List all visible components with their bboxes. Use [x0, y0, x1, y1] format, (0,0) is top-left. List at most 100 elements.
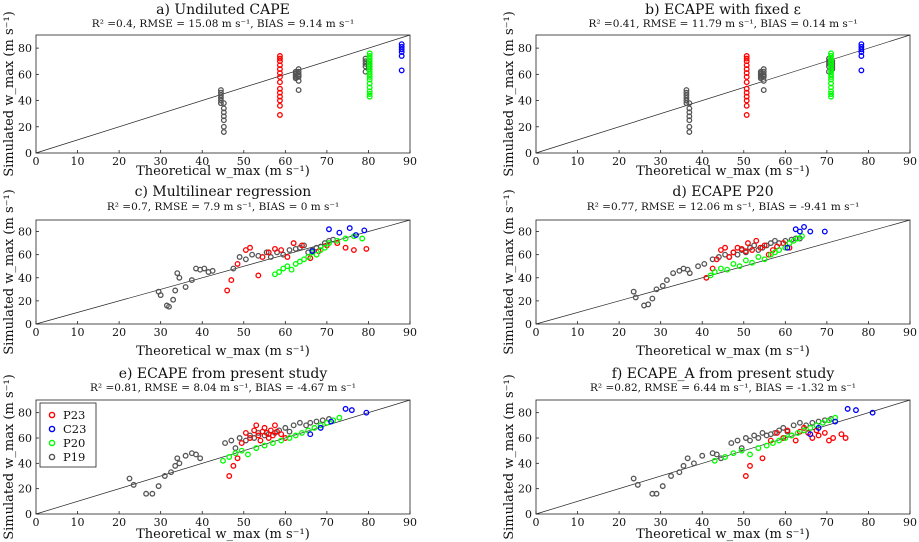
panel-d-point-p19	[659, 282, 666, 289]
panel-c-point-p19	[172, 287, 179, 294]
panel-a-ytick-label: 80	[18, 42, 32, 55]
panel-b-stats: R² =0.41, RMSE = 11.79 m s⁻¹, BIAS = 0.1…	[588, 18, 857, 30]
panel-d-point-c23	[792, 226, 799, 233]
panel-d-point-p20	[742, 257, 749, 264]
panel-f: f) ECAPE_A from present study R² =0.82, …	[502, 366, 917, 542]
panel-d-ylabel: Simulated w_max (m s⁻¹)	[502, 189, 517, 355]
panel-d-point-p23	[753, 237, 760, 244]
panel-c-ylabel: Simulated w_max (m s⁻¹)	[2, 189, 17, 355]
panel-c-point-p20	[342, 235, 349, 242]
panel-f-point-p19	[759, 429, 766, 436]
panel-e-point-p19	[319, 417, 326, 424]
panel-f-xlabel: Theoretical w_max (m s⁻¹)	[636, 527, 810, 542]
panel-d-plot-area: 0 10 20 30 40 50 60 70 80 90 0 20 40 60 80	[518, 219, 917, 339]
panel-f-point-p19	[676, 469, 683, 476]
panel-c-point-p20	[334, 237, 341, 244]
panel-f-point-p19	[690, 460, 697, 467]
panel-b-point-p23	[743, 70, 750, 76]
panel-c-point-p19	[201, 265, 208, 272]
panel-f-stats: R² =0.82, RMSE = 6.44 m s⁻¹, BIAS = -1.3…	[590, 382, 856, 394]
panel-b-point-p19	[760, 87, 767, 94]
panel-c-point-p20	[305, 254, 312, 260]
panel-d-point-p20	[794, 235, 801, 242]
panel-c-point-p23	[247, 244, 253, 251]
panel-e-point-p19	[155, 483, 162, 490]
panel-e-frame	[35, 399, 411, 515]
panel-f-point-p19	[659, 483, 666, 490]
panel-a-xtick-label: 80	[361, 155, 375, 168]
panel-c-point-p19	[188, 277, 195, 284]
panel-e-point-p20	[244, 451, 251, 458]
panel-d-xtick-label: 90	[903, 326, 917, 339]
panel-e-xtick-label: 50	[237, 516, 251, 529]
panel-d-point-p20	[755, 254, 762, 260]
panel-b-point-p23	[743, 58, 750, 65]
panel-b-ytick-label: 0	[525, 147, 532, 160]
panel-f-point-p20	[722, 454, 729, 460]
panel-c-point-p19	[286, 247, 293, 253]
panel-a-stats: R² =0.4, RMSE = 15.08 m s⁻¹, BIAS = 9.14…	[92, 18, 354, 30]
panel-a-point-p23	[276, 112, 283, 118]
panel-c-point-p20	[317, 247, 324, 253]
panel-d-point-p19	[630, 288, 637, 295]
panel-a-point-p20	[366, 80, 373, 87]
panel-c-point-p19	[157, 292, 164, 299]
panel-d-stats: R² =0.77, RMSE = 12.06 m s⁻¹, BIAS = -9.…	[587, 201, 860, 213]
panel-b-xtick-label: 20	[612, 155, 626, 168]
panel-b-point-p19	[760, 74, 767, 80]
panel-e-plot-area: 0 10 20 30 40 50 60 70 80 90 0 20 40 60 80	[18, 399, 417, 529]
panel-b-point-c23	[858, 53, 865, 59]
panel-c-point-p20	[276, 269, 283, 275]
panel-e-point-p19	[296, 419, 303, 426]
panel-c-point-c23	[336, 229, 343, 236]
panel-c-xtick-label: 70	[320, 326, 334, 339]
panel-e-point-c23	[317, 424, 324, 431]
panel-f-ytick-label: 40	[518, 457, 532, 470]
panel-b-xtick-label: 40	[695, 155, 709, 168]
panel-b-point-p23	[743, 112, 750, 118]
panel-e-xlabel: Theoretical w_max (m s⁻¹)	[136, 527, 310, 542]
panel-b-point-p19	[686, 113, 693, 120]
panel-c-point-p23	[350, 247, 357, 253]
panel-f-point-p23	[747, 462, 753, 469]
panel-c-ytick-label: 20	[18, 295, 32, 308]
panel-d-point-p23	[713, 256, 720, 263]
panel-d-point-p23	[744, 240, 751, 247]
legend-item-p20: P20	[48, 436, 85, 450]
panel-d-point-p20	[711, 269, 718, 275]
panel-e-point-p19	[149, 490, 156, 497]
panel-e-point-p19	[143, 490, 150, 497]
panel-b-xtick-label: 0	[533, 155, 540, 168]
panel-d-ytick-label: 80	[518, 226, 532, 239]
panel-c-point-p23	[255, 272, 262, 279]
panel-e-ytick-label: 40	[18, 457, 32, 470]
panel-c-point-c23	[346, 225, 353, 232]
panel-f-title: f) ECAPE_A from present study	[612, 366, 835, 382]
panel-a-point-p19	[220, 113, 227, 120]
panel-b-xtick-label: 70	[820, 155, 834, 168]
panel-e-xtick-label: 40	[195, 516, 209, 529]
panel-d-point-p20	[736, 263, 743, 270]
panel-e-point-p19	[303, 422, 310, 429]
legend-marker-p20	[48, 439, 56, 447]
panel-f-point-p23	[774, 429, 780, 436]
panel-e-point-p19	[242, 437, 249, 444]
panel-f-point-c23	[844, 405, 851, 412]
panel-f-point-p19	[630, 475, 637, 482]
panel-e-ytick-label: 60	[18, 432, 32, 445]
panel-a-point-p23	[276, 93, 283, 100]
panel-c-point-p23	[265, 249, 272, 256]
panel-d-point-c23	[801, 223, 807, 230]
panel-d-point-p23	[726, 254, 733, 260]
panel-f-ytick-label: 60	[518, 432, 532, 445]
panel-c-point-c23	[309, 248, 316, 255]
panel-f-point-p20	[832, 414, 839, 421]
panel-e-point-p23	[238, 440, 245, 447]
panel-d-point-p19	[670, 270, 677, 277]
panel-f-point-p23	[801, 424, 807, 431]
panel-c-point-p19	[166, 303, 172, 310]
panel-f-point-p19	[634, 481, 641, 488]
panel-c-ytick-label: 40	[18, 272, 32, 285]
panel-e-point-p23	[230, 462, 237, 469]
panel-d-point-c23	[807, 228, 814, 235]
